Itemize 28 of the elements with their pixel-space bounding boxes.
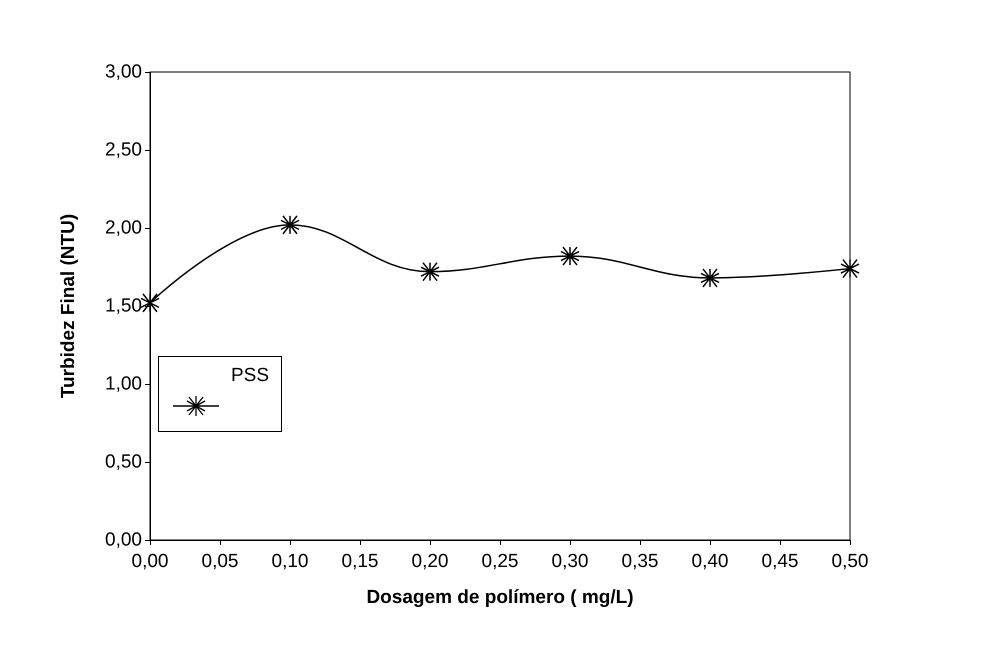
x-tick-label: 0,20: [412, 551, 448, 572]
point: [560, 246, 580, 266]
y-tick-label: 3,00: [105, 62, 142, 82]
x-tick-label: 0,00: [132, 551, 168, 572]
y-tick-label: 0,00: [105, 530, 142, 550]
y-axis-title: Turbidez Final (NTU): [58, 214, 79, 398]
x-tick-label: 0,15: [342, 551, 378, 572]
y-tick-label: 0,50: [105, 452, 142, 472]
point: [280, 215, 300, 235]
x-tick-label: 0,45: [762, 551, 798, 572]
point: [140, 293, 160, 313]
y-tick-label: 1,50: [105, 296, 142, 316]
x-tick-label: 0,10: [272, 551, 308, 572]
x-tick-label: 0,35: [622, 551, 658, 572]
x-tick-label: 0,25: [482, 551, 518, 572]
annotation: PSS: [230, 365, 270, 387]
note-box: PSS: [158, 356, 282, 432]
x-tick-label: 0,40: [692, 551, 728, 572]
y-tick-label: 1,00: [105, 374, 142, 394]
point: [420, 262, 440, 282]
y-tick-label: 2,50: [105, 140, 142, 160]
x-axis-title: Dosagem de polímero ( mg/L): [366, 587, 634, 608]
x-tick-label: 0,30: [552, 551, 588, 572]
y-tick-label: 2,00: [105, 218, 142, 238]
x-tick-label: 0,50: [832, 551, 868, 572]
point: [700, 268, 720, 288]
point: [840, 258, 860, 278]
x-tick-label: 0,05: [202, 551, 238, 572]
